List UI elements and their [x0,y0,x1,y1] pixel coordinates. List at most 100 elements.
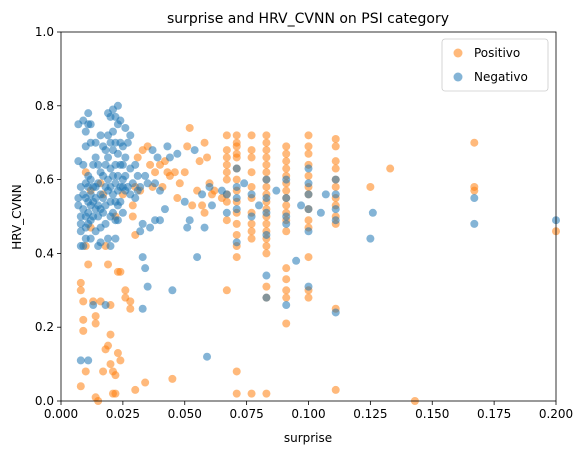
x-tick-label: 0.075 [229,407,263,421]
data-point [331,308,340,317]
data-point [108,208,117,217]
x-axis-ticks: 0.000 0.025 0.050 0.075 0.100 0.125 0.150 0.175… [44,401,573,421]
data-point [126,131,135,140]
data-point [79,242,88,251]
data-point [232,367,241,376]
data-point [180,197,189,206]
data-point [262,249,271,258]
points-layer [74,101,560,405]
x-tick-label: 0.000 [44,407,78,421]
data-point [262,131,271,140]
data-point [240,179,249,188]
x-tick-label: 0.200 [539,407,573,421]
data-point [247,131,256,140]
data-point [118,160,127,169]
data-point [76,286,85,295]
data-point [81,367,90,376]
data-point [304,131,313,140]
data-point [272,186,281,195]
data-point [136,227,145,236]
data-point [131,160,140,169]
data-point [91,153,100,162]
y-tick-label: 0.0 [35,394,54,408]
data-point [222,175,231,184]
data-point [232,175,241,184]
data-point [222,286,231,295]
data-point [282,142,291,151]
data-point [133,153,142,162]
data-point [185,216,194,225]
data-point [200,138,209,147]
data-point [123,138,132,147]
data-point [232,389,241,398]
data-point [146,223,155,232]
data-point [170,168,179,177]
legend: Positivo Negativo [441,38,549,92]
data-point [282,301,291,310]
x-tick-label: 0.150 [415,407,449,421]
data-point [116,356,125,365]
data-point [121,153,130,162]
data-point [232,253,241,262]
data-point [113,149,122,158]
data-point [262,282,271,291]
data-point [76,356,85,365]
data-point [232,205,241,214]
data-point [104,153,113,162]
data-point [106,360,115,369]
data-point [99,208,108,217]
data-point [470,219,479,228]
y-tick-label: 0.6 [35,173,54,187]
data-point [222,131,231,140]
data-point [79,315,88,324]
data-point [232,138,241,147]
data-point [121,286,130,295]
data-point [128,179,137,188]
data-point [262,219,271,228]
data-point [282,149,291,158]
data-point [331,205,340,214]
data-point [304,142,313,151]
chart-title: surprise and HRV_CVNN on PSI category [167,11,449,27]
data-point [247,146,256,155]
data-point [200,208,209,217]
data-point [292,256,301,265]
data-point [188,201,197,210]
data-point [247,219,256,228]
data-point [89,301,98,310]
data-point [304,205,313,214]
data-point [304,179,313,188]
data-point [116,197,125,206]
data-point [183,223,192,232]
data-point [331,164,340,173]
data-point [101,146,110,155]
data-point [185,123,194,132]
data-point [262,138,271,147]
data-point [126,304,135,313]
data-point [331,175,340,184]
data-point [141,378,150,387]
data-point [133,171,142,180]
data-point [247,153,256,162]
data-point [128,212,137,221]
data-point [76,382,85,391]
data-point [262,153,271,162]
data-point [198,201,207,210]
data-point [304,293,313,302]
data-point [331,385,340,394]
data-point [76,278,85,287]
data-point [86,234,95,243]
data-point [101,301,110,310]
data-point [136,182,145,191]
data-point [121,171,130,180]
data-point [131,194,140,203]
data-point [282,212,291,221]
data-point [232,230,241,239]
data-point [146,160,155,169]
data-point [282,264,291,273]
data-point [282,194,291,203]
data-point [262,194,271,203]
data-point [282,286,291,295]
data-point [232,149,241,158]
data-point [331,216,340,225]
